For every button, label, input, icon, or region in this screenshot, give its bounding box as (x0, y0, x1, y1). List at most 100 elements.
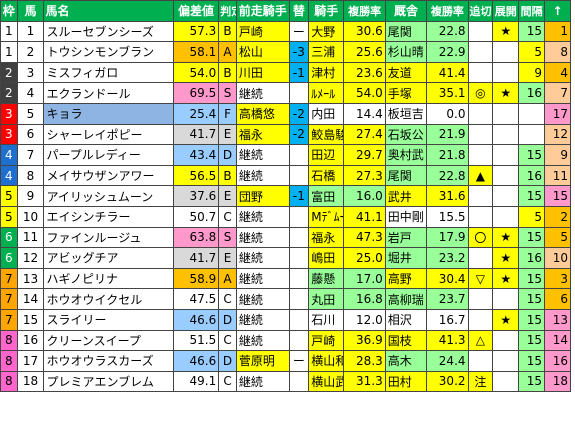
table-row[interactable]: 1 2 トウシンモンブラン 58.1 A 松山 -3 三浦 25.6 杉山晴 22.9 5 8 (0, 41, 571, 63)
header-number: 馬 (16, 0, 45, 22)
stable-rate: 30.2 (426, 370, 469, 393)
horse-number: 12 (16, 247, 45, 269)
table-row[interactable]: 8 17 ホウオウラスカーズ 46.6 D 菅原明ー横山和 28.3 高木 24.4 15 16 (0, 350, 571, 372)
waku-cell: 8 (0, 329, 18, 352)
table-row[interactable]: 2 3 ミスフィガロ 54.0 B 川田 -1 津村 23.6 友道 41.4 9 4 (0, 61, 571, 84)
stable-name: 石坂公 (384, 123, 428, 146)
interval-value: 15 (518, 329, 546, 352)
table-row[interactable]: 4 7 パープルレディー 43.4 D 継続 田辺 29.7 奥村武 21.8 15 9 (0, 144, 571, 166)
jockey-name: 富田 (308, 185, 345, 207)
score-value: 25.4 (172, 102, 220, 125)
horse-name: ホウオウイクセル (43, 288, 174, 310)
tenkai-mark (492, 102, 520, 125)
stable-rate: 31.6 (426, 185, 469, 207)
swap-value: ー (288, 350, 310, 372)
swap-value (288, 329, 310, 352)
jockey-name: 石川 (308, 308, 345, 331)
interval-value: 15 (518, 144, 546, 166)
waku-cell: 5 (0, 185, 18, 207)
table-row[interactable]: 4 8 メイサウザンアワー 56.5 B 継続 石橋 27.3 尾関 22.8 ▲ 16 11 (0, 164, 571, 187)
prev-jockey: 継続 (235, 226, 290, 249)
jockey-rate: 29.7 (343, 144, 386, 166)
table-row[interactable]: 8 18 プレミアエンブレム 49.1 C 継続 横山武 31.3 田村 30.2 注 15 18 (0, 370, 571, 393)
jockey-name: 横山武 (308, 370, 345, 393)
stable-name: 堀井 (384, 247, 428, 269)
tenkai-mark (492, 41, 520, 63)
score-value: 46.6 (172, 350, 220, 372)
prev-jockey: 継続 (235, 144, 290, 166)
table-row[interactable]: 8 16 クリーンスイープ 51.5 C 継続 戸崎 36.9 国枝 41.3 △ 15 14 (0, 329, 571, 352)
tenkai-mark: ★ (492, 308, 520, 331)
horse-number: 3 (16, 61, 45, 84)
table-row[interactable]: 2 4 エクランドール 69.5 S 継続 ﾙﾒｰﾙ 54.0 手塚 35.1 ◎ ★ 16 7 (0, 82, 571, 104)
arrow-rank: 2 (544, 205, 571, 228)
arrow-rank: 11 (544, 164, 571, 187)
waku-cell: 6 (0, 226, 18, 249)
swap-value: -1 (288, 185, 310, 207)
table-row[interactable]: 7 15 スライリー 46.6 D 継続 石川 12.0 相沢 16.7 ★ 15 13 (0, 308, 571, 331)
waku-cell: 5 (0, 205, 18, 228)
interval-value: 15 (518, 350, 546, 372)
horse-number: 1 (16, 20, 45, 43)
arrow-rank: 6 (544, 288, 571, 310)
horse-name: ファインルージュ (43, 226, 174, 249)
table-row[interactable]: 6 12 アビッグチア 41.7 E 継続 嶋田 25.0 堀井 23.2 ★ 16 10 (0, 247, 571, 269)
jockey-name: 大野 (308, 20, 345, 43)
jockey-name: 福永 (308, 226, 345, 249)
stable-name: 高木 (384, 350, 428, 372)
stable-rate: 22.8 (426, 20, 469, 43)
oikiri-mark (467, 123, 494, 146)
header-horse-name: 馬名 (43, 0, 174, 22)
swap-value (288, 267, 310, 290)
oikiri-mark: 〇 (467, 226, 494, 249)
table-row[interactable]: 6 11 ファインルージュ 63.8 S 継続 福永 47.3 岩戸 17.9 〇 ★ 15 5 (0, 226, 571, 249)
table-row[interactable]: 3 5 キョラ 25.4 F 高橋悠 -2 内田 14.4 板垣吉 0.0 17 (0, 102, 571, 125)
jockey-name: 鮫島駿 (308, 123, 345, 146)
jockey-name: 丸田 (308, 288, 345, 310)
jockey-name: 戸崎 (308, 329, 345, 352)
table-row[interactable]: 1 1 スルーセブンシーズ 57.3 B 戸崎ー大野 30.6 尾関 22.8 ★ 15 1 (0, 20, 571, 43)
score-value: 47.5 (172, 288, 220, 310)
oikiri-mark: ◎ (467, 82, 494, 104)
jockey-name: 三浦 (308, 41, 345, 63)
swap-value (288, 144, 310, 166)
oikiri-mark: ▲ (467, 164, 494, 187)
grade-value: A (218, 41, 237, 63)
tenkai-mark: ★ (492, 82, 520, 104)
arrow-rank: 17 (544, 102, 571, 125)
horse-name: エクランドール (43, 82, 174, 104)
score-value: 58.9 (172, 267, 220, 290)
table-row[interactable]: 3 6 シャーレイポピー 41.7 E 福永 -2 鮫島駿 27.4 石坂公 21.9 12 (0, 123, 571, 146)
score-value: 69.5 (172, 82, 220, 104)
oikiri-mark (467, 247, 494, 269)
stable-rate: 21.9 (426, 123, 469, 146)
stable-name: 田村 (384, 370, 428, 393)
header-prev-jockey: 前走騎手 (235, 0, 290, 22)
table-row[interactable]: 7 13 ハギノピリナ 58.9 A 継続 藤懸 17.0 高野 30.4 ▽ ★ 15 3 (0, 267, 571, 290)
interval-value: 16 (518, 247, 546, 269)
prev-jockey: 継続 (235, 247, 290, 269)
jockey-rate: 14.4 (343, 102, 386, 125)
horse-name: スルーセブンシーズ (43, 20, 174, 43)
arrow-rank: 16 (544, 350, 571, 372)
arrow-rank: 9 (544, 144, 571, 166)
prev-jockey: 継続 (235, 308, 290, 331)
grade-value: D (218, 350, 237, 372)
waku-cell: 4 (0, 164, 18, 187)
arrow-rank: 13 (544, 308, 571, 331)
jockey-name: ﾙﾒｰﾙ (308, 82, 345, 104)
horse-number: 18 (16, 370, 45, 393)
prev-jockey: 高橋悠 (235, 102, 290, 125)
jockey-rate: 41.1 (343, 205, 386, 228)
race-table: 枠 馬 馬名 偏差値 判定 前走騎手 替 騎手 複勝率 厩舎 複勝率 追切 展開… (0, 0, 571, 393)
table-row[interactable]: 5 9 アイリッシュムーン 37.6 E 団野 -1 富田 16.0 武井 31.6 15 15 (0, 185, 571, 207)
waku-cell: 3 (0, 102, 18, 125)
horse-name: トウシンモンブラン (43, 41, 174, 63)
header-waku: 枠 (0, 0, 18, 22)
header-oikiri: 追切 (467, 0, 494, 22)
jockey-name: 津村 (308, 61, 345, 84)
table-row[interactable]: 7 14 ホウオウイクセル 47.5 C 継続 丸田 16.8 高柳瑞 23.7 15 6 (0, 288, 571, 310)
grade-value: C (218, 329, 237, 352)
header-arrow: ↑ (544, 0, 571, 22)
